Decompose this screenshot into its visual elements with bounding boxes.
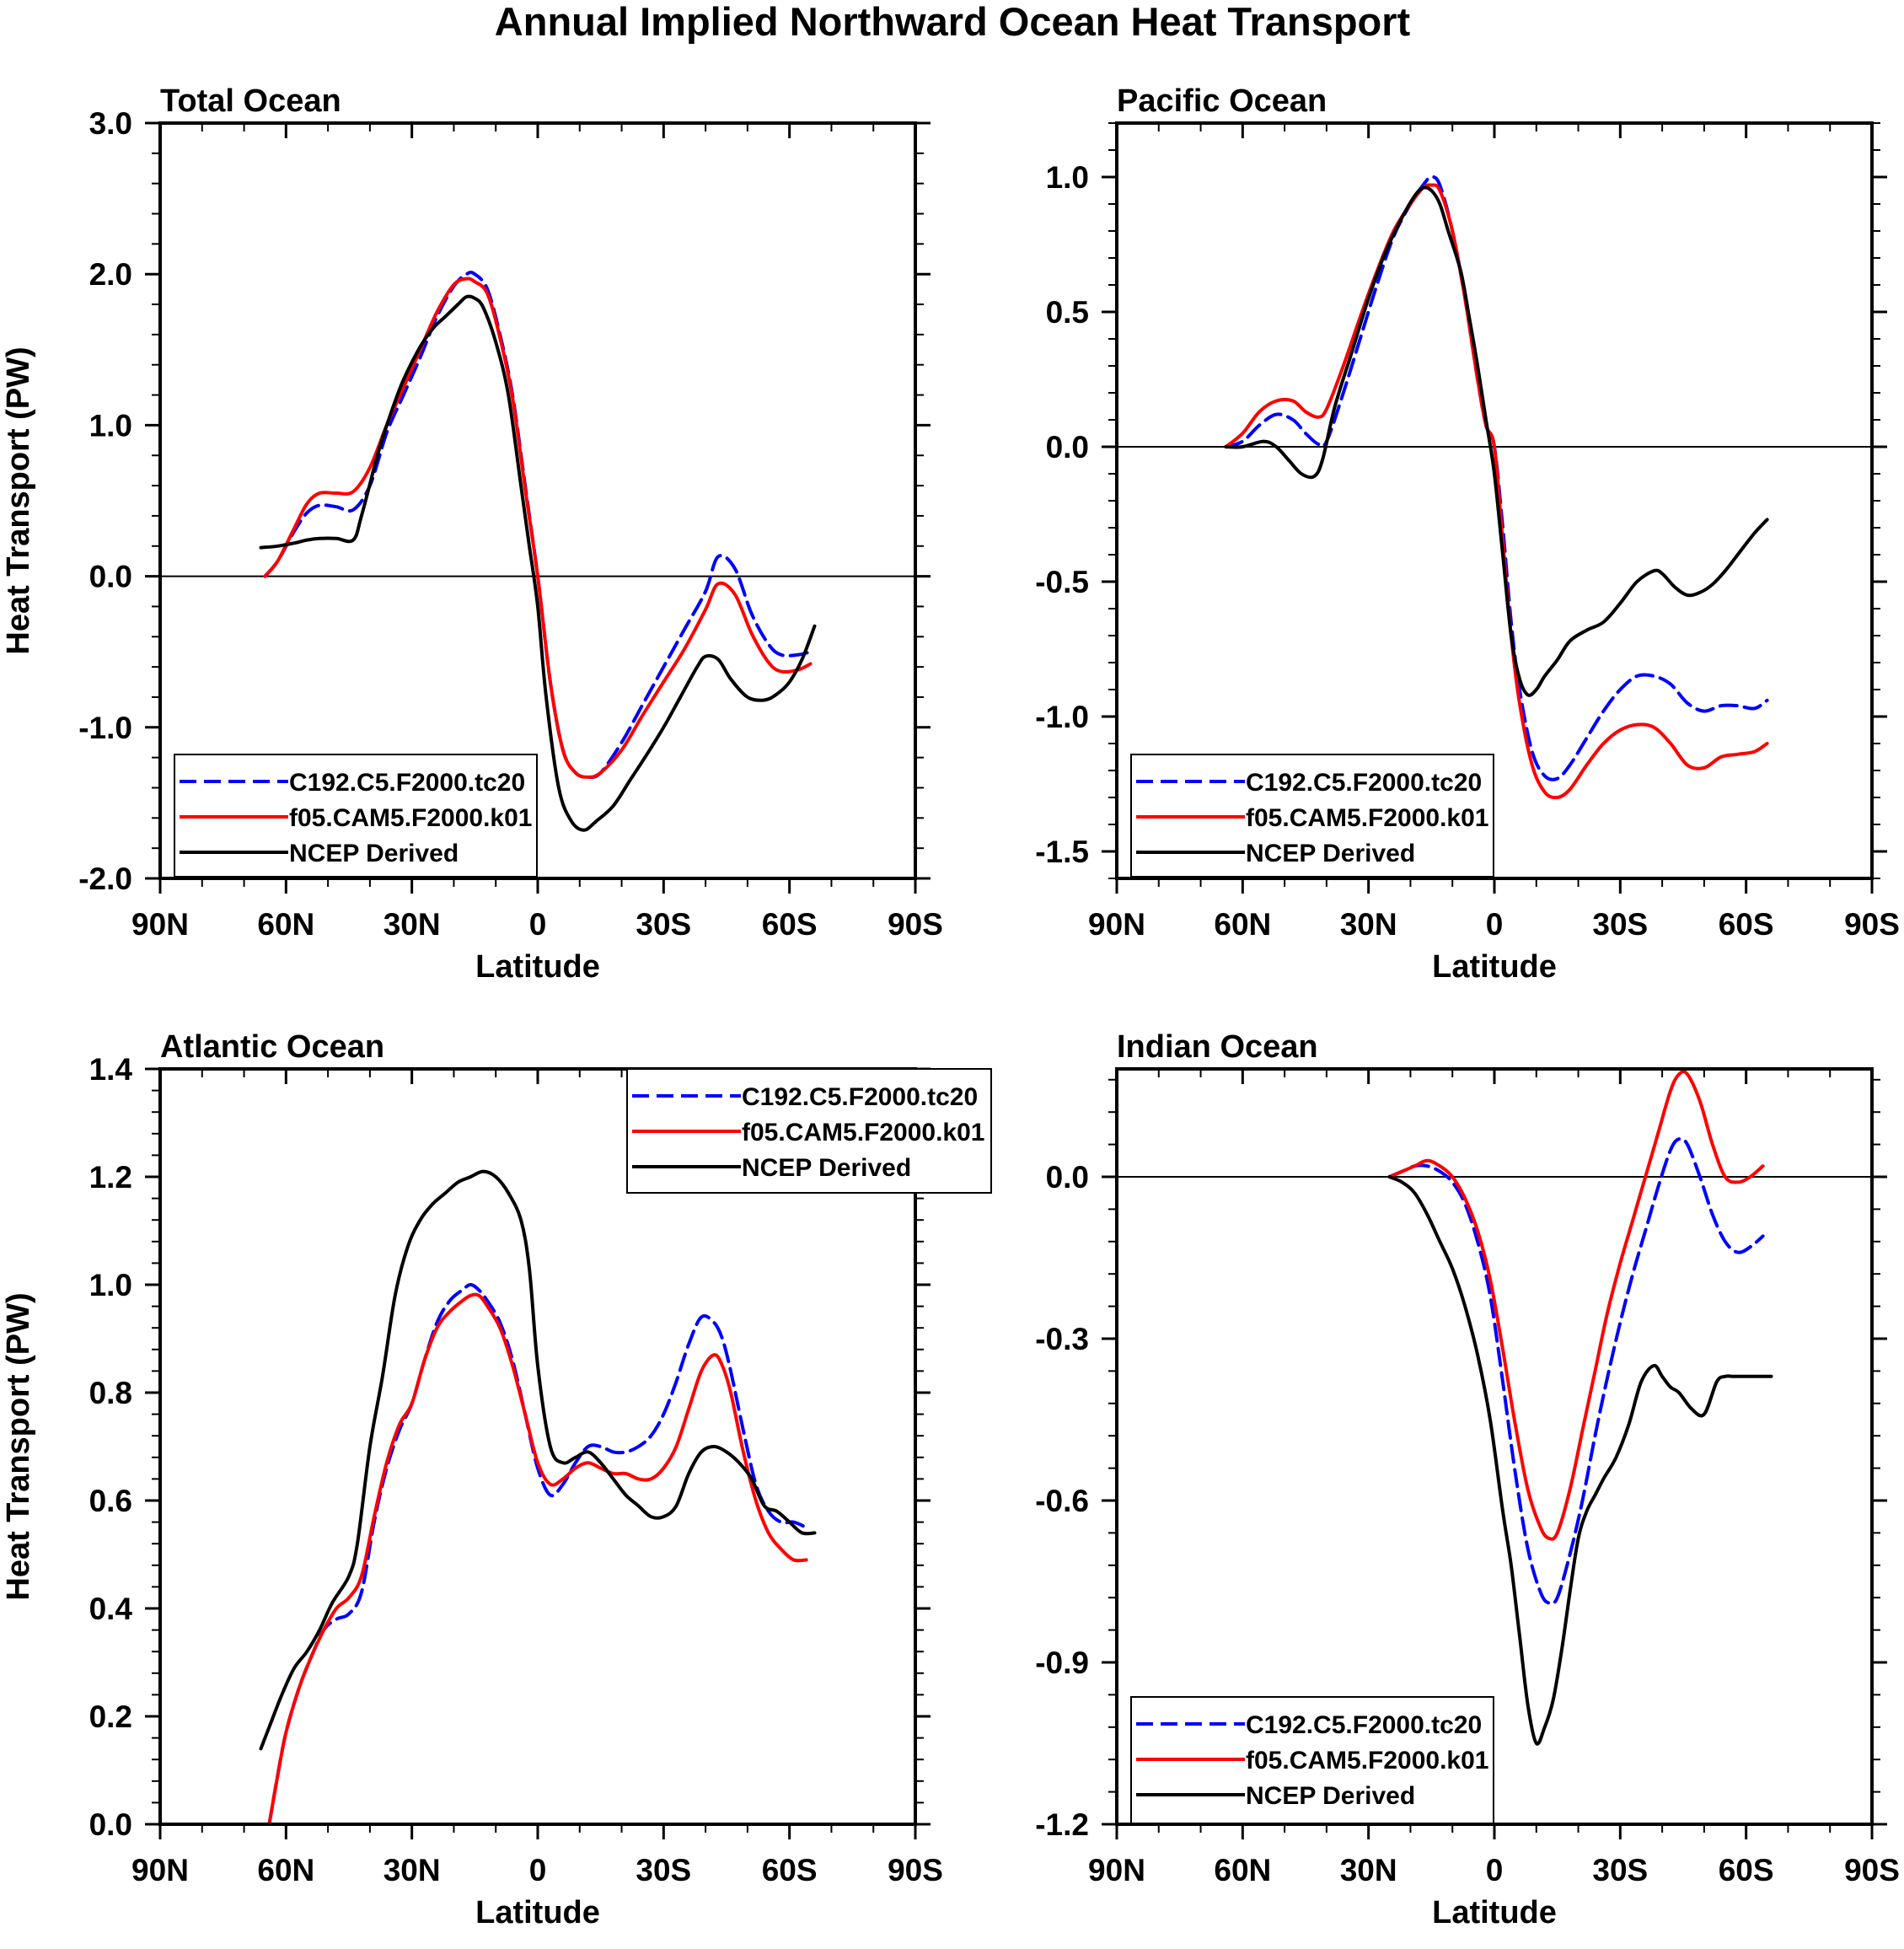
y-tick-label: 1.4	[89, 1052, 133, 1087]
x-tick-label: 90S	[888, 1853, 943, 1887]
legend-label: NCEP Derived	[1246, 840, 1415, 867]
x-axis-label: Latitude	[1432, 1895, 1557, 1930]
x-tick-label: 90N	[1088, 907, 1145, 942]
y-tick-label: -2.0	[78, 862, 132, 896]
y-tick-label: -1.2	[1035, 1807, 1089, 1842]
y-tick-label: -1.0	[78, 711, 132, 745]
x-tick-label: 30N	[383, 1853, 441, 1887]
x-tick-label: 60S	[762, 1853, 818, 1887]
x-tick-label: 30S	[636, 1853, 691, 1887]
x-tick-label: 60N	[1214, 907, 1271, 942]
series-line	[1224, 174, 1769, 781]
y-tick-label: 0.0	[1046, 430, 1089, 464]
panel-title: Total Ocean	[160, 83, 341, 119]
y-axis-label: Heat Transport (PW)	[1, 1292, 36, 1600]
x-tick-label: 30S	[636, 907, 691, 942]
legend-label: NCEP Derived	[289, 840, 459, 867]
y-tick-label: 0.5	[1046, 295, 1089, 330]
legend-label: C192.C5.F2000.tc20	[1246, 769, 1482, 797]
x-tick-label: 60N	[257, 1853, 314, 1887]
series-line	[263, 271, 813, 780]
x-tick-label: 60S	[1719, 907, 1774, 942]
y-tick-label: 0.4	[89, 1592, 133, 1626]
y-tick-label: -1.0	[1035, 700, 1089, 734]
y-tick-label: -1.5	[1035, 835, 1089, 869]
y-tick-label: 0.8	[89, 1376, 132, 1410]
y-tick-label: -0.3	[1035, 1322, 1089, 1356]
y-tick-label: -0.5	[1035, 565, 1089, 599]
series-line	[1387, 1136, 1765, 1606]
series-line	[1387, 1070, 1765, 1541]
x-tick-label: 60N	[1214, 1853, 1271, 1887]
legend-label: C192.C5.F2000.tc20	[289, 769, 525, 797]
y-tick-label: 0.2	[89, 1699, 132, 1734]
y-tick-label: -0.6	[1035, 1484, 1089, 1518]
x-axis-label: Latitude	[475, 949, 600, 985]
y-tick-label: 1.0	[89, 1268, 132, 1302]
legend-label: NCEP Derived	[1246, 1782, 1415, 1810]
y-axis-label: Heat Transport (PW)	[1, 346, 36, 654]
series-line	[1224, 185, 1769, 697]
series-line	[259, 1169, 817, 1751]
x-axis-label: Latitude	[475, 1895, 600, 1930]
x-tick-label: 30S	[1592, 907, 1648, 942]
panel-total-ocean: Total Ocean 90N 60N 30N 0 30S 60S 90S -2.0 -1.0 0.…	[1, 83, 943, 985]
y-tick-label: 2.0	[89, 257, 132, 292]
panel-title: Indian Ocean	[1117, 1029, 1318, 1065]
series-line	[263, 277, 813, 779]
x-tick-label: 30N	[1340, 907, 1397, 942]
y-tick-label: 3.0	[89, 106, 132, 141]
y-tick-label: 0.0	[89, 1807, 132, 1842]
x-tick-label: 90S	[1844, 907, 1900, 942]
x-tick-label: 90N	[131, 907, 189, 942]
y-tick-label: 1.2	[89, 1160, 132, 1195]
x-tick-label: 30S	[1592, 1853, 1648, 1887]
y-tick-label: 0.6	[89, 1484, 132, 1518]
plot-frame	[1115, 121, 1874, 880]
x-tick-label: 0	[1486, 1853, 1504, 1887]
series-line	[1224, 183, 1769, 800]
plot-frame	[158, 1067, 917, 1826]
panel-title: Atlantic Ocean	[160, 1029, 384, 1065]
legend-label: f05.CAM5.F2000.k01	[1246, 1747, 1489, 1775]
panel-atlantic-ocean: Atlantic Ocean 90N 60N 30N 0 30S 60S 90S 0.0 0.2 0…	[1, 1029, 992, 1930]
x-tick-label: 90N	[131, 1853, 189, 1887]
x-tick-label: 60N	[257, 907, 314, 942]
plot-frame	[158, 121, 917, 880]
figure-title: Annual Implied Northward Ocean Heat Tran…	[495, 0, 1411, 44]
y-tick-label: 1.0	[1046, 160, 1089, 195]
x-tick-label: 30N	[383, 907, 441, 942]
series-line	[267, 1292, 808, 1826]
legend-label: f05.CAM5.F2000.k01	[1246, 804, 1489, 832]
series-line	[1387, 1175, 1773, 1746]
y-tick-label: 0.0	[89, 560, 132, 594]
x-tick-label: 90S	[1844, 1853, 1900, 1887]
x-tick-label: 0	[1486, 907, 1504, 942]
y-tick-label: 1.0	[89, 408, 132, 443]
x-tick-label: 60S	[1719, 1853, 1774, 1887]
x-axis-label: Latitude	[1432, 949, 1557, 985]
x-tick-label: 90S	[888, 907, 943, 942]
legend-label: C192.C5.F2000.tc20	[1246, 1711, 1482, 1739]
series-line	[259, 294, 817, 832]
legend-label: f05.CAM5.F2000.k01	[289, 804, 533, 832]
y-tick-label: 0.0	[1046, 1160, 1089, 1195]
legend-label: f05.CAM5.F2000.k01	[742, 1119, 985, 1146]
x-tick-label: 0	[529, 907, 547, 942]
x-tick-label: 90N	[1088, 1853, 1145, 1887]
x-tick-label: 0	[529, 1853, 547, 1887]
panel-title: Pacific Ocean	[1117, 83, 1327, 119]
panel-indian-ocean: Indian Ocean 90N 60N 30N 0 30S 60S 90S -1.2 -0.9 -…	[1035, 1029, 1900, 1930]
legend-label: C192.C5.F2000.tc20	[742, 1083, 978, 1111]
y-tick-label: -0.9	[1035, 1646, 1089, 1680]
panel-pacific-ocean: Pacific Ocean 90N 60N 30N 0 30S 60S 90S -1.5 -1.0…	[1035, 83, 1900, 985]
x-tick-label: 30N	[1340, 1853, 1397, 1887]
x-tick-label: 60S	[762, 907, 818, 942]
legend-label: NCEP Derived	[742, 1154, 911, 1182]
